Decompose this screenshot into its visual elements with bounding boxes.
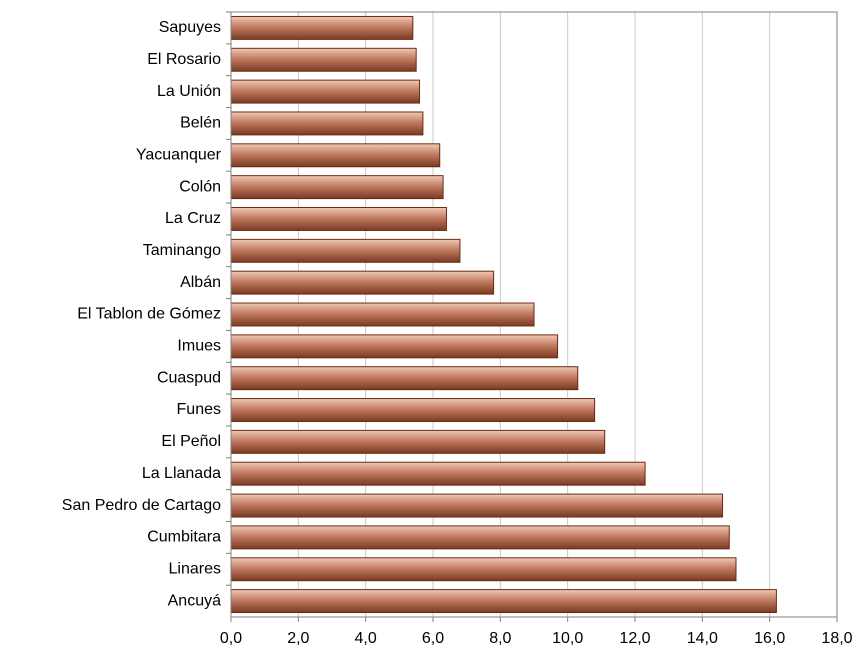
bar-4 xyxy=(230,143,441,168)
category-label: El Rosario xyxy=(147,51,221,68)
category-label: Cumbitara xyxy=(147,529,221,546)
bar-14 xyxy=(230,461,646,486)
category-label: Belén xyxy=(180,115,221,132)
category-label: San Pedro de Cartago xyxy=(62,497,221,514)
bar-18 xyxy=(230,589,777,614)
bar-6 xyxy=(230,207,447,231)
x-tick-label: 8,0 xyxy=(489,630,511,647)
category-label: Albán xyxy=(180,274,221,291)
bar-12 xyxy=(230,398,596,422)
plot-frame xyxy=(230,11,838,618)
x-tick-label: 14,0 xyxy=(687,630,718,647)
category-label: Taminango xyxy=(143,242,221,259)
x-tick-label: 16,0 xyxy=(754,630,785,647)
category-label: Funes xyxy=(177,401,221,418)
category-label: La Llanada xyxy=(142,465,221,482)
category-label: El Tablon de Gómez xyxy=(77,306,221,323)
category-labels: Sapuyes El Rosario La Unión Belén Yacuanquer… xyxy=(62,19,222,609)
category-label: La Unión xyxy=(157,83,221,100)
category-label: Ancuyá xyxy=(168,592,221,609)
category-label: Yacuanquer xyxy=(136,147,222,164)
bar-13 xyxy=(230,429,606,454)
bar-9 xyxy=(230,302,535,327)
x-tick-label: 6,0 xyxy=(422,630,444,647)
bar-2 xyxy=(230,79,421,104)
bar-7 xyxy=(230,238,461,263)
bar-17 xyxy=(230,557,737,582)
category-label: Imues xyxy=(177,338,221,355)
x-tick-labels: 0,0 2,0 4,0 6,0 8,0 10,0 12,0 14,0 16,0 18,0 xyxy=(220,630,853,647)
category-label: La Cruz xyxy=(165,210,221,227)
bar-5 xyxy=(230,175,444,200)
bars xyxy=(230,15,777,614)
bar-16 xyxy=(230,525,730,550)
category-label: Colón xyxy=(179,178,221,195)
bar-10 xyxy=(230,334,559,359)
bar-1 xyxy=(230,47,417,72)
x-tick-label: 10,0 xyxy=(552,630,583,647)
category-label: Sapuyes xyxy=(159,19,221,36)
x-tick-label: 4,0 xyxy=(355,630,377,647)
bar-11 xyxy=(230,366,579,391)
category-label: Linares xyxy=(169,560,221,577)
bar-3 xyxy=(230,111,424,136)
bar-15 xyxy=(230,493,724,518)
axes xyxy=(226,11,838,622)
x-tick-label: 12,0 xyxy=(619,630,650,647)
bar-8 xyxy=(230,270,495,295)
category-label: El Peñol xyxy=(161,433,221,450)
x-tick-label: 2,0 xyxy=(287,630,309,647)
bar-0 xyxy=(230,15,414,40)
category-label: Cuaspud xyxy=(157,369,221,386)
x-tick-label: 18,0 xyxy=(821,630,852,647)
x-tick-label: 0,0 xyxy=(220,630,242,647)
